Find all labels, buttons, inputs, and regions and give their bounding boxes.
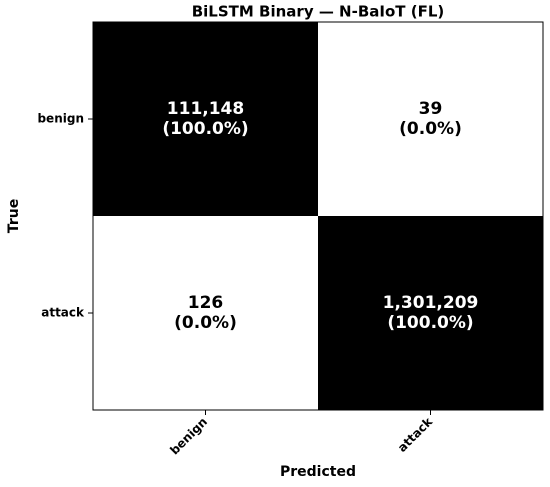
cell-value-label: 126 xyxy=(188,293,224,313)
heatmap-cell xyxy=(93,216,318,410)
plot-frame xyxy=(92,21,544,411)
y-tick-label: benign xyxy=(37,112,84,126)
x-axis-label: Predicted xyxy=(280,464,356,480)
y-axis-label: True xyxy=(6,199,22,233)
x-tick-label: attack xyxy=(395,414,436,455)
cell-value-label: 1,301,209 xyxy=(383,293,479,313)
cell-percent-label: (100.0%) xyxy=(387,313,473,333)
cell-value-label: 39 xyxy=(419,99,443,119)
heatmap-cell xyxy=(318,216,543,410)
cell-percent-label: (0.0%) xyxy=(399,119,462,139)
y-tick-label: attack xyxy=(41,306,85,320)
chart-title: BiLSTM Binary — N-BaIoT (FL) xyxy=(192,3,445,21)
heatmap-cell xyxy=(93,22,318,216)
cell-percent-label: (100.0%) xyxy=(162,119,248,139)
heatmap-cell xyxy=(318,22,543,216)
x-tick-label: benign xyxy=(167,415,210,458)
cell-value-label: 111,148 xyxy=(167,99,244,119)
cell-percent-label: (0.0%) xyxy=(174,313,237,333)
